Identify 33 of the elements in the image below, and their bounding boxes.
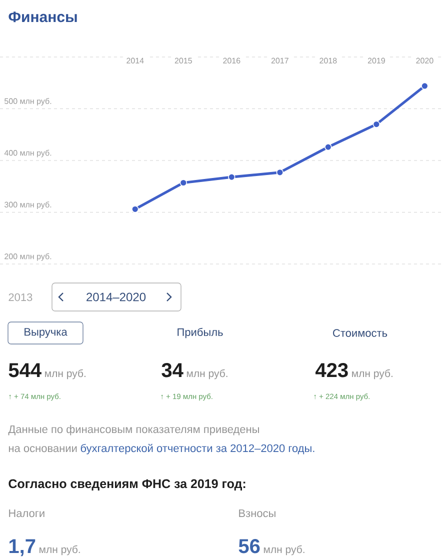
text: Данные по финансовым показателям приведены xyxy=(8,425,259,436)
text: Стоимость xyxy=(333,329,388,337)
x-tick-label: 2020 xyxy=(416,58,434,64)
chart-title: Финансы xyxy=(8,12,77,22)
text: млн руб. xyxy=(40,545,80,556)
text: 56 xyxy=(238,539,260,554)
y-tick-label: 300 млн руб. xyxy=(4,202,52,210)
text: млн руб. xyxy=(45,369,86,380)
x-tick-label: 2015 xyxy=(174,58,192,64)
text: млн руб. xyxy=(352,369,392,380)
text: млн руб. xyxy=(264,545,304,556)
text: 2013 xyxy=(8,293,32,302)
text: 34 xyxy=(162,363,184,378)
text: Взносы xyxy=(239,509,276,518)
text: на основании xyxy=(8,446,77,452)
x-tick-label: 2016 xyxy=(223,58,240,64)
x-tick-label: 2017 xyxy=(271,58,288,64)
x-tick-label: 2014 xyxy=(126,58,144,64)
y-tick-label: 400 млн руб. xyxy=(4,150,52,158)
text: Согласно сведениям ФНС за 2019 год: xyxy=(8,479,246,490)
text: млн руб. xyxy=(186,369,228,380)
text: Прибыль xyxy=(178,328,223,338)
text: бухгалтерской отчетности за 2012–2020 годы. xyxy=(80,444,314,454)
text: 423 xyxy=(316,363,348,378)
text: 2014–2020 xyxy=(86,292,146,302)
x-tick-label: 2019 xyxy=(368,58,385,64)
text: Налоги xyxy=(9,509,44,518)
text: 1,7 xyxy=(9,539,36,556)
text: Выручка xyxy=(24,328,68,338)
y-tick-label: 500 млн руб. xyxy=(4,98,52,106)
y-tick-label: 200 млн руб. xyxy=(4,253,52,261)
x-tick-label: 2018 xyxy=(320,58,337,64)
text: 544 xyxy=(8,363,42,378)
